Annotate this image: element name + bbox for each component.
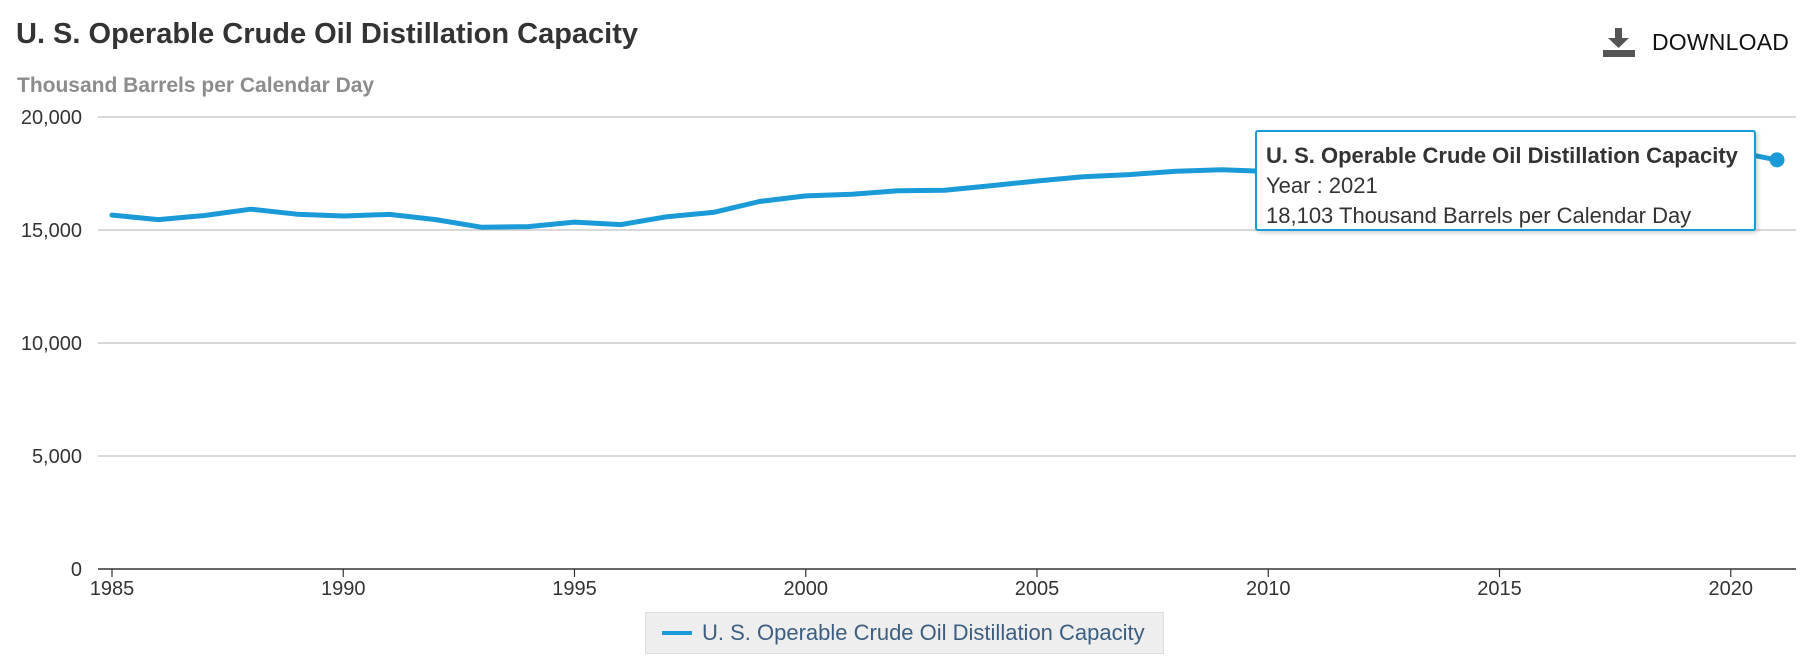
tooltip: U. S. Operable Crude Oil Distillation Ca… [1255,130,1756,231]
y-tick-label: 20,000 [21,107,82,129]
legend-label: U. S. Operable Crude Oil Distillation Ca… [702,620,1145,645]
download-label: DOWNLOAD [1652,28,1790,55]
x-tick-label: 2015 [1477,578,1522,600]
x-tick-label: 2005 [1015,578,1060,600]
x-axis: 1985 1990 1995 2000 2005 2010 2015 2020 [90,568,1796,600]
y-axis-ticks: 0 5,000 10,000 15,000 20,000 [21,107,82,581]
y-tick-label: 15,000 [21,220,82,242]
x-tick-label: 2010 [1246,578,1291,600]
x-tick-label: 1990 [321,578,366,600]
tooltip-value: 18,103 Thousand Barrels per Calendar Day [1266,203,1692,228]
download-button[interactable]: DOWNLOAD [1602,26,1789,58]
x-tick-label: 1985 [90,578,135,600]
y-tick-label: 0 [71,559,82,581]
legend-item[interactable]: U. S. Operable Crude Oil Distillation Ca… [645,612,1164,654]
x-tick-label: 1995 [552,578,597,600]
highlight-point [1769,152,1785,168]
chart-subtitle: Thousand Barrels per Calendar Day [17,74,375,97]
chart-title: U. S. Operable Crude Oil Distillation Ca… [16,18,639,50]
download-icon [1602,26,1636,58]
tooltip-year: Year : 2021 [1266,173,1378,198]
tooltip-title: U. S. Operable Crude Oil Distillation Ca… [1266,143,1738,168]
x-tick-label: 2020 [1709,578,1754,600]
x-tick-label: 2000 [784,578,829,600]
legend-swatch [662,631,692,635]
y-tick-label: 5,000 [32,446,82,468]
y-tick-label: 10,000 [21,333,82,355]
